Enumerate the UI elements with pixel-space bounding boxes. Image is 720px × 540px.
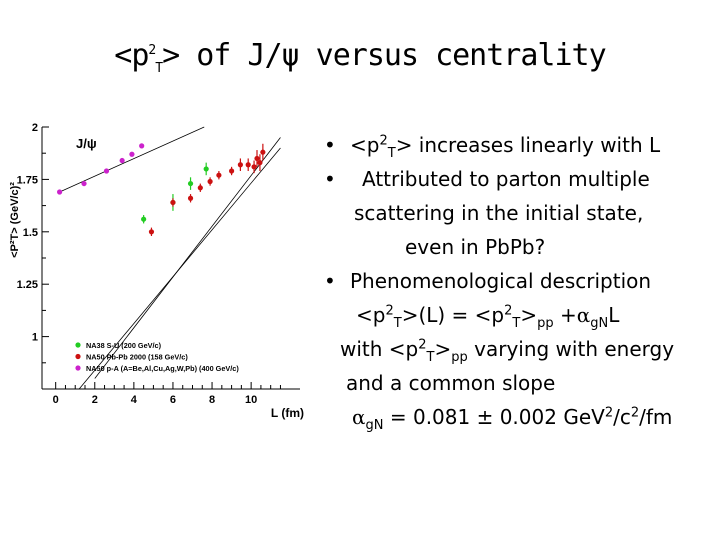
y-tick-label: 2 xyxy=(32,122,38,134)
chart-axes: 1 1.25 1.5 1.75 2 0 2 4 6 8 10 xyxy=(17,122,300,406)
legend-label: NA50 p-A (A=Be,Al,Cu,Ag,W,Pb) (400 GeV/c… xyxy=(86,364,239,373)
data-point xyxy=(207,178,213,185)
common-text: and a common slope xyxy=(346,371,556,395)
slope-text: αgN = 0.081 ± 0.002 GeV2/c2/fm xyxy=(352,405,673,433)
bullet-2-cont: scattering in the initial state, xyxy=(312,196,720,230)
legend-marker xyxy=(75,342,81,348)
data-point xyxy=(81,180,87,187)
common-line: and a common slope xyxy=(312,366,720,400)
data-point xyxy=(187,180,194,187)
data-point xyxy=(203,166,209,172)
jpsi-pt-chart: 1 1.25 1.5 1.75 2 0 2 4 6 8 10 NA38 S-U (200 GeV/c… xyxy=(9,122,304,420)
data-point xyxy=(119,157,125,164)
with-text: with <p2T>pp varying with energy xyxy=(340,337,675,365)
y-axis-label: <P²T> (GeV/c)² xyxy=(9,182,21,258)
x-tick-label: 6 xyxy=(170,394,176,406)
data-point xyxy=(216,172,222,178)
data-point xyxy=(148,229,155,235)
bullet-1-text: <p2T> increases linearly with L xyxy=(350,133,661,161)
x-tick-label: 4 xyxy=(131,394,138,406)
slide-title: <p2T> of J/ψ versus centrality xyxy=(114,38,606,76)
bullet-2-line-1: Attributed to parton multiple xyxy=(362,167,650,191)
data-point xyxy=(170,199,176,206)
bullet-list: • <p2T> increases linearly with L • Attr… xyxy=(312,128,720,434)
bullet-1: • <p2T> increases linearly with L xyxy=(312,128,720,162)
data-points xyxy=(56,143,266,236)
bullet-2: • Attributed to parton multiple xyxy=(312,162,720,196)
bullet-2-line-3: even in PbPb? xyxy=(405,235,546,259)
y-tick-label: 1.5 xyxy=(23,227,38,239)
x-tick-label: 0 xyxy=(53,394,59,406)
bullet-marker: • xyxy=(324,167,336,191)
data-point xyxy=(260,149,266,155)
data-point xyxy=(56,189,63,195)
data-point xyxy=(257,160,263,166)
legend-marker xyxy=(75,365,81,371)
panel-label: J/ψ xyxy=(76,136,97,151)
data-point xyxy=(141,216,147,222)
data-point xyxy=(254,155,260,162)
x-tick-label: 8 xyxy=(209,394,215,406)
y-tick-label: 1.75 xyxy=(17,174,38,186)
fit-line xyxy=(94,137,281,379)
formula-line: <p2T>(L) = <p2T>pp +αgNL xyxy=(312,298,720,332)
bullet-marker: • xyxy=(324,269,336,293)
y-tick-label: 1.25 xyxy=(17,279,38,291)
bullet-2-line-2: scattering in the initial state, xyxy=(354,201,644,225)
legend-label: NA38 S-U (200 GeV/c) xyxy=(86,341,162,350)
data-point xyxy=(197,185,203,191)
bullet-2-cont2: even in PbPb? xyxy=(312,230,720,264)
slope-line: αgN = 0.081 ± 0.002 GeV2/c2/fm xyxy=(312,400,720,434)
data-point xyxy=(129,151,135,157)
x-tick-label: 10 xyxy=(245,394,257,406)
with-line: with <p2T>pp varying with energy xyxy=(312,332,720,366)
data-point xyxy=(237,162,243,168)
y-tick-label: 1 xyxy=(32,332,38,344)
x-axis-label: L (fm) xyxy=(271,406,304,420)
formula: <p2T>(L) = <p2T>pp +αgNL xyxy=(356,303,620,331)
fit-line xyxy=(78,147,281,390)
bullet-marker: • xyxy=(324,133,336,157)
data-point xyxy=(245,162,251,168)
chart-legend: NA38 S-U (200 GeV/c) NA50 Pb-Pb 2000 (158… xyxy=(75,341,239,373)
bullet-3-line-1: Phenomenological description xyxy=(350,269,652,293)
legend-label: NA50 Pb-Pb 2000 (158 GeV/c) xyxy=(86,353,188,362)
x-tick-label: 2 xyxy=(92,394,98,406)
legend-marker xyxy=(75,353,81,360)
data-point xyxy=(103,168,110,174)
data-point xyxy=(228,168,235,174)
data-point xyxy=(251,164,257,170)
data-point xyxy=(187,195,194,201)
data-point xyxy=(139,143,145,149)
bullet-3: • Phenomenological description xyxy=(312,264,720,298)
